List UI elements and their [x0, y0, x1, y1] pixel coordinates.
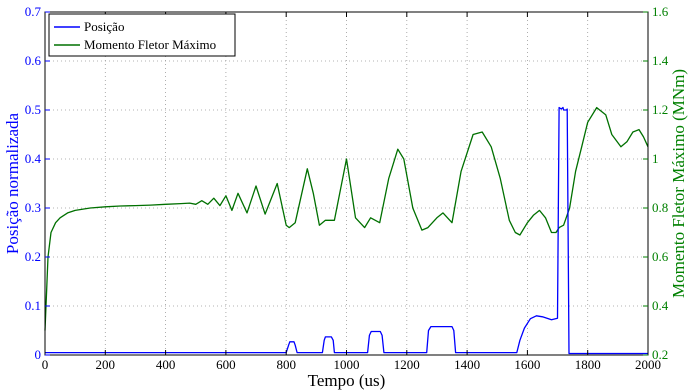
left-y-tick-label: 0.1: [25, 298, 41, 313]
left-y-tick-label: 0.3: [25, 200, 41, 215]
x-tick-label: 800: [276, 357, 296, 372]
left-y-tick-label: 0: [35, 347, 42, 362]
grid-lines: [45, 12, 648, 355]
plot-series: [44, 106, 649, 355]
x-tick-label: 1200: [394, 357, 420, 372]
right-y-tick-label: 1.6: [652, 4, 669, 19]
right-y-tick-label: 0.4: [652, 298, 669, 313]
left-y-tick-label: 0.7: [25, 4, 42, 19]
x-tick-label: 400: [156, 357, 176, 372]
legend-label-momento: Momento Fletor Máximo: [84, 37, 216, 52]
left-y-axis-ticks: 0 0.1 0.2 0.3 0.4 0.5 0.6 0.7: [25, 4, 50, 362]
x-tick-label: 1800: [575, 357, 601, 372]
legend-box: [48, 13, 236, 57]
legend-label-posicao: Posição: [84, 19, 124, 34]
x-tick-label: 1000: [334, 357, 360, 372]
series-line-posicao: [45, 106, 648, 355]
right-y-axis-label: Momento Fletor Máximo (MNm): [669, 69, 688, 298]
right-y-tick-label: 1.2: [652, 102, 668, 117]
x-tick-label: 2000: [635, 357, 661, 372]
right-y-tick-label: 1.4: [652, 53, 669, 68]
left-y-tick-label: 0.5: [25, 102, 41, 117]
x-tick-label: 1600: [514, 357, 540, 372]
x-axis-ticks: 0 200 400 600 800 1000 1200 1400 1600 1800 2000: [42, 12, 661, 372]
right-y-tick-label: 0.2: [652, 347, 668, 362]
x-tick-label: 1400: [454, 357, 480, 372]
left-y-tick-label: 0.2: [25, 249, 41, 264]
x-tick-label: 600: [216, 357, 236, 372]
right-y-tick-label: 0.6: [652, 249, 669, 264]
right-y-tick-label: 1: [652, 151, 659, 166]
x-tick-label: 200: [96, 357, 116, 372]
x-tick-label: 0: [42, 357, 49, 372]
left-y-tick-label: 0.6: [25, 53, 42, 68]
x-axis-label: Tempo (us): [308, 371, 386, 390]
right-y-axis-ticks: 0.2 0.4 0.6 0.8 1 1.2 1.4 1.6: [643, 4, 669, 362]
series-line-momento: [44, 106, 649, 331]
left-y-axis-label: Posição normalizada: [3, 112, 22, 254]
right-y-tick-label: 0.8: [652, 200, 668, 215]
left-y-tick-label: 0.4: [25, 151, 42, 166]
legend: Posição Momento Fletor Máximo: [48, 13, 236, 57]
